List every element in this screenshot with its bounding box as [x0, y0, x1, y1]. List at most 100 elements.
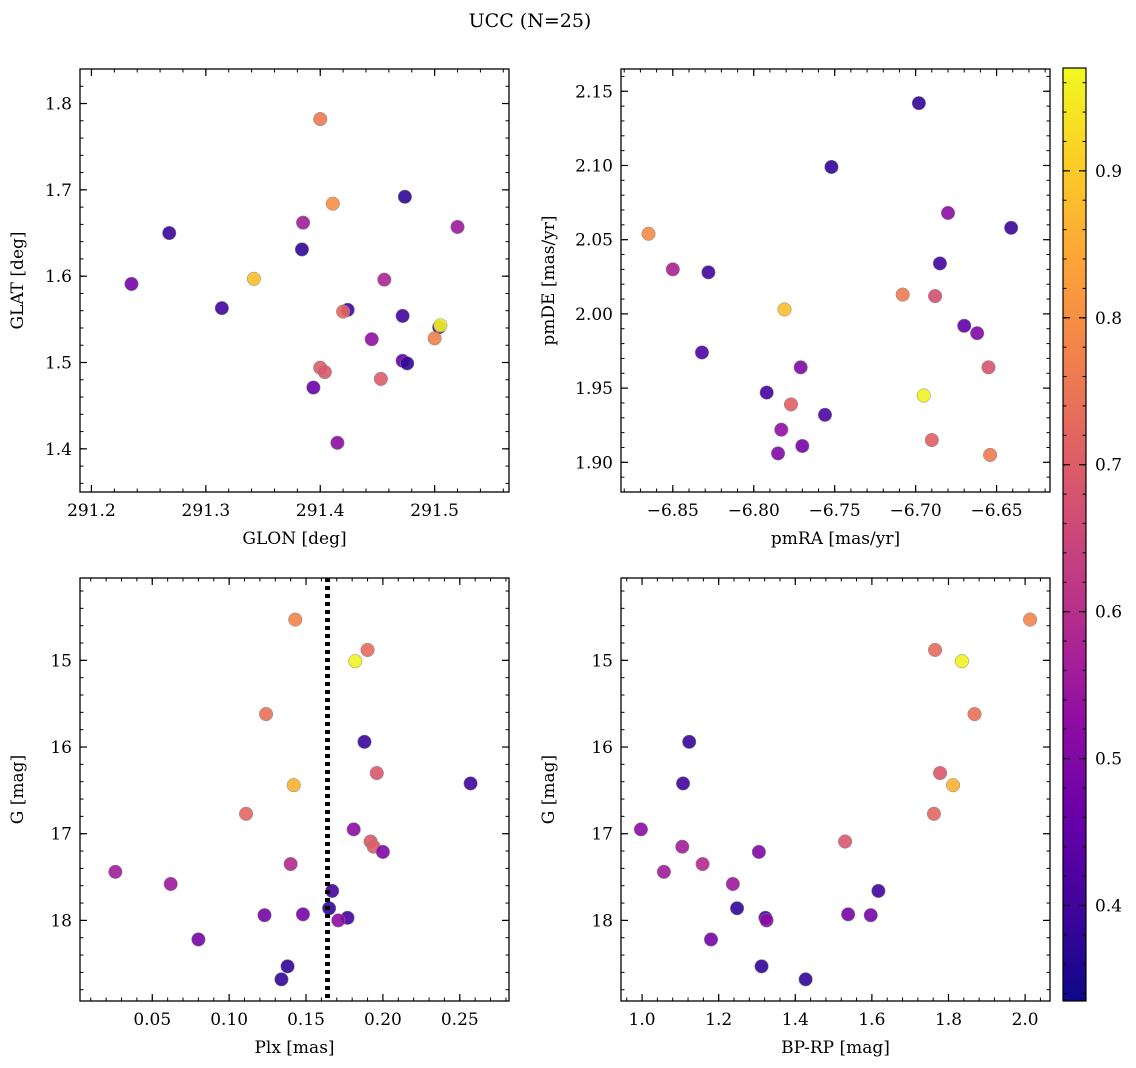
- data-point: [981, 360, 996, 375]
- x-tick-label: 2.0: [1012, 1010, 1039, 1030]
- data-point: [633, 822, 648, 837]
- data-point: [795, 438, 810, 454]
- y-tick-label: 1.4: [45, 440, 72, 460]
- x-axis-label: pmRA [mas/yr]: [771, 529, 900, 549]
- data-point: [911, 96, 926, 111]
- data-point: [377, 272, 392, 287]
- data-point: [364, 332, 379, 347]
- y-tick-label: 15: [50, 651, 72, 671]
- x-tick-label: 291.2: [67, 501, 116, 521]
- y-tick-label: 2.15: [575, 82, 613, 102]
- y-tick-label: 16: [50, 738, 72, 758]
- data-point: [274, 972, 289, 987]
- y-tick-label: 16: [591, 738, 613, 758]
- y-tick-label: 1.90: [575, 453, 613, 473]
- x-tick-label: 1.2: [705, 1010, 732, 1030]
- data-point: [357, 734, 372, 749]
- x-axis-label: BP-RP [mag]: [781, 1038, 890, 1058]
- y-tick-label: 1.7: [45, 181, 72, 201]
- y-axis-label: pmDE [mas/yr]: [539, 215, 559, 345]
- x-tick-label: −6.70: [890, 501, 942, 521]
- data-point: [395, 308, 410, 323]
- colorbar-tick-label: 0.4: [1095, 896, 1122, 916]
- x-tick-label: 0.20: [364, 1010, 402, 1030]
- data-point: [926, 806, 941, 821]
- data-point: [695, 856, 710, 872]
- data-point: [191, 932, 206, 947]
- data-point: [957, 318, 972, 333]
- x-axis-label: GLON [deg]: [242, 529, 346, 549]
- data-point: [280, 959, 295, 974]
- y-tick-label: 2.10: [575, 156, 613, 176]
- data-point: [288, 612, 303, 627]
- data-point: [317, 364, 332, 380]
- y-axis-label: GLAT [deg]: [8, 231, 28, 329]
- data-point: [970, 326, 985, 341]
- data-point: [336, 304, 351, 319]
- data-point: [895, 287, 910, 302]
- y-tick-label: 1.5: [45, 354, 72, 374]
- data-point: [463, 776, 478, 791]
- data-point: [313, 112, 328, 127]
- x-tick-label: 0.25: [441, 1010, 479, 1030]
- data-point: [863, 908, 878, 923]
- data-point: [928, 642, 943, 657]
- colorbar-tick-label: 0.8: [1095, 309, 1122, 329]
- data-point: [924, 433, 939, 448]
- data-point: [983, 447, 998, 462]
- data-point: [369, 765, 384, 781]
- x-tick-label: −6.65: [971, 501, 1023, 521]
- x-tick-label: 1.8: [935, 1010, 962, 1030]
- data-point: [676, 776, 691, 791]
- x-tick-label: −6.75: [809, 501, 861, 521]
- data-point: [162, 225, 177, 241]
- x-tick-label: 291.5: [410, 501, 459, 521]
- x-tick-label: 1.4: [782, 1010, 809, 1030]
- data-point: [346, 822, 361, 837]
- data-point: [641, 226, 656, 241]
- x-axis-label: Plx [mas]: [254, 1038, 334, 1058]
- y-tick-label: 1.95: [575, 379, 613, 399]
- data-point: [375, 844, 390, 859]
- x-tick-label: 1.0: [629, 1010, 656, 1030]
- y-tick-label: 18: [50, 911, 72, 931]
- data-point: [817, 407, 833, 422]
- data-point: [967, 707, 982, 722]
- x-tick-label: 0.15: [287, 1010, 325, 1030]
- panel-glon-glat: 291.2 291.3 291.4 291.5 1.4 1.5 1.6 1.7 1.8 GLON …: [8, 68, 510, 549]
- scatter-points: [124, 112, 465, 450]
- y-tick-label: 17: [50, 825, 72, 845]
- data-point: [108, 864, 123, 879]
- y-tick-label: 1.6: [45, 267, 72, 287]
- data-point: [759, 913, 774, 928]
- x-tick-label: −6.80: [728, 501, 780, 521]
- data-point: [373, 371, 388, 386]
- data-point: [239, 806, 254, 821]
- x-tick-label: 0.10: [210, 1010, 248, 1030]
- data-point: [701, 265, 716, 280]
- data-point: [783, 397, 799, 412]
- data-point: [433, 318, 448, 333]
- data-point: [296, 215, 311, 230]
- data-point: [730, 901, 745, 916]
- axes-frame: [79, 577, 510, 1002]
- data-point: [330, 435, 345, 450]
- y-tick-label: 17: [591, 825, 613, 845]
- data-point: [759, 385, 774, 400]
- data-point: [246, 271, 261, 286]
- data-point: [397, 189, 412, 204]
- data-point: [754, 959, 769, 974]
- y-tick-label: 2.05: [575, 231, 613, 251]
- data-point: [940, 205, 956, 221]
- scatter-points: [633, 612, 1038, 987]
- data-point: [665, 262, 680, 277]
- axes-frame: [620, 68, 1051, 493]
- colorbar-gradient: [1063, 68, 1086, 1001]
- data-point: [777, 302, 792, 317]
- y-axis-label: G [mag]: [539, 755, 559, 824]
- data-point: [946, 778, 961, 793]
- data-point: [682, 734, 697, 749]
- colorbar-tick-label: 0.5: [1095, 750, 1122, 770]
- data-point: [656, 864, 671, 879]
- panel-plx-g: 0.05 0.10 0.15 0.20 0.25 15 16 17 18 Plx [mas] G […: [8, 577, 510, 1058]
